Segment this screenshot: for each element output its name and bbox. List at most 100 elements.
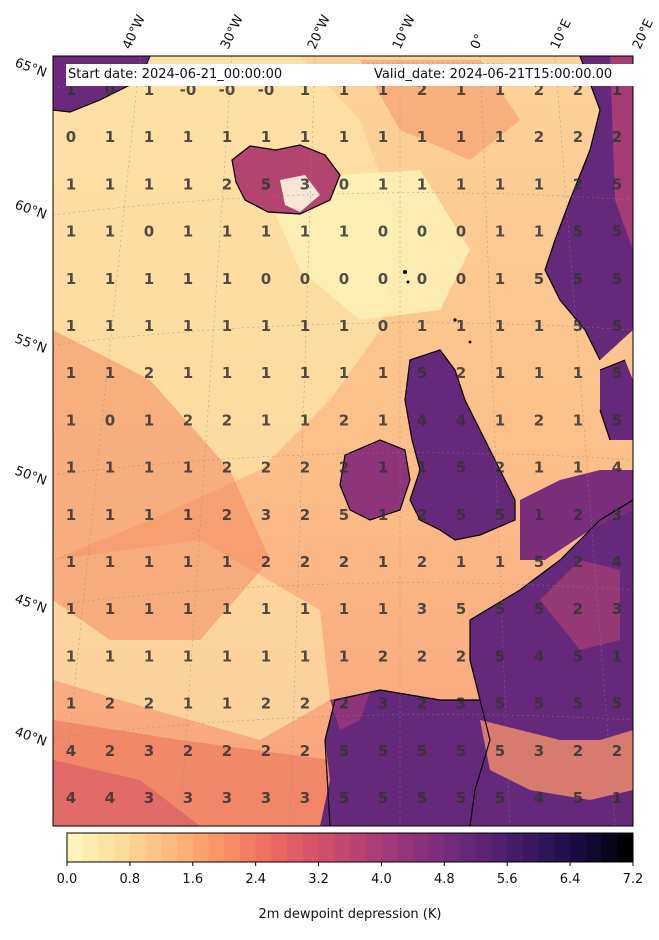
colorbar-tick-label: 0.0 xyxy=(56,872,78,887)
grid-value-label: 2 xyxy=(534,411,544,429)
grid-value-label: 4 xyxy=(612,459,622,477)
grid-value-label: 1 xyxy=(339,364,349,382)
colorbar-tick-label: 5.6 xyxy=(496,872,518,887)
grid-value-label: 1 xyxy=(339,600,349,618)
grid-value-label: 1 xyxy=(612,81,622,99)
grid-value-label: 5 xyxy=(456,742,466,760)
grid-value-label: 5 xyxy=(534,553,544,571)
grid-value-label: 0 xyxy=(378,223,388,241)
grid-value-label: 1 xyxy=(222,695,232,713)
grid-value-label: 1 xyxy=(261,647,271,665)
grid-value-label: 1 xyxy=(222,128,232,146)
grid-value-label: 1 xyxy=(573,459,583,477)
grid-value-label: 1 xyxy=(66,600,76,618)
grid-value-label: 2 xyxy=(534,128,544,146)
grid-value-label: 2 xyxy=(612,128,622,146)
lat-label-60n: 60°N xyxy=(13,198,49,223)
colorbar-title: 2m dewpoint depression (K) xyxy=(258,907,442,922)
grid-value-label: 1 xyxy=(105,600,115,618)
colorbar-segment xyxy=(318,833,335,862)
colorbar-segment xyxy=(617,833,634,862)
grid-value-label: 1 xyxy=(417,317,427,335)
colorbar-segment xyxy=(460,833,477,862)
grid-value-label: 1 xyxy=(534,317,544,335)
grid-value-label: 3 xyxy=(144,789,154,807)
grid-value-label: 5 xyxy=(456,600,466,618)
colorbar-segment xyxy=(82,833,99,862)
grid-value-label: 1 xyxy=(183,270,193,288)
grid-value-label: 1 xyxy=(339,81,349,99)
grid-value-label: 1 xyxy=(573,364,583,382)
grid-value-label: 2 xyxy=(261,742,271,760)
colorbar-tick-label: 6.4 xyxy=(559,872,581,887)
grid-value-label: 5 xyxy=(612,270,622,288)
grid-value-label: 4 xyxy=(66,742,76,760)
grid-value-label: 1 xyxy=(378,81,388,99)
grid-value-label: 1 xyxy=(222,600,232,618)
grid-value-label: 1 xyxy=(222,364,232,382)
header-box xyxy=(66,64,634,86)
grid-value-label: 2 xyxy=(300,506,310,524)
grid-value-label: 3 xyxy=(261,506,271,524)
grid-value-label: 5 xyxy=(612,175,622,193)
colorbar-segment xyxy=(302,833,320,862)
grid-value-label: 1 xyxy=(300,317,310,335)
grid-value-label: 1 xyxy=(612,647,622,665)
colorbar-tick-label: 3.2 xyxy=(308,872,329,887)
colorbar-segment xyxy=(554,833,571,862)
grid-value-label: 2 xyxy=(573,506,583,524)
grid-value-label: 5 xyxy=(378,789,388,807)
grid-value-label: 1 xyxy=(105,223,115,241)
grid-value-label: 1 xyxy=(105,128,115,146)
grid-value-label: 1 xyxy=(378,506,388,524)
grid-value-label: 3 xyxy=(417,600,427,618)
grid-value-label: 1 xyxy=(183,647,193,665)
grid-value-label: 1 xyxy=(456,81,466,99)
grid-value-label: 1 xyxy=(222,270,232,288)
lat-label-45n: 45°N xyxy=(13,592,49,617)
colorbar-segment xyxy=(412,833,430,862)
grid-value-label: 2 xyxy=(183,411,193,429)
grid-value-label: 1 xyxy=(534,364,544,382)
grid-value-label: 1 xyxy=(105,364,115,382)
grid-value-label: 1 xyxy=(495,364,505,382)
grid-value-label: 1 xyxy=(534,175,544,193)
colorbar-tick-label: 0.8 xyxy=(119,872,141,887)
grid-value-label: 1 xyxy=(66,411,76,429)
grid-value-label: 5 xyxy=(573,270,583,288)
colorbar-segment xyxy=(255,833,272,862)
colorbar-segment xyxy=(192,833,209,862)
grid-value-label: 3 xyxy=(378,695,388,713)
grid-value-label: 5 xyxy=(495,506,505,524)
grid-value-label: 1 xyxy=(183,695,193,713)
colorbar-segment xyxy=(585,833,603,862)
lon-label-10w: 10°W xyxy=(390,13,419,52)
colorbar-tick-label: 2.4 xyxy=(245,872,266,887)
grid-value-label: 1 xyxy=(261,364,271,382)
grid-value-label: 3 xyxy=(300,789,310,807)
grid-value-label: 1 xyxy=(183,223,193,241)
grid-value-label: 2 xyxy=(378,647,388,665)
colorbar-tick-label: 4.8 xyxy=(433,872,455,887)
colorbar-segment xyxy=(161,833,178,862)
colorbar-segment xyxy=(522,833,540,862)
colorbar-frame xyxy=(66,832,634,863)
grid-value-label: 2 xyxy=(222,411,232,429)
grid-value-label: 1 xyxy=(144,128,154,146)
grid-value-label: 1 xyxy=(183,175,193,193)
colorbar-segment xyxy=(491,833,508,862)
grid-value-label: 1 xyxy=(300,223,310,241)
grid-value-label: 2 xyxy=(105,742,115,760)
grid-value-label: 1 xyxy=(300,128,310,146)
grid-value-label: 2 xyxy=(339,459,349,477)
grid-value-label: 1 xyxy=(66,459,76,477)
grid-value-label: 1 xyxy=(183,364,193,382)
dewpoint-field xyxy=(53,56,633,826)
grid-value-label: 2 xyxy=(222,506,232,524)
grid-value-label: 1 xyxy=(105,553,115,571)
latitude-labels: 65°N 60°N 55°N 50°N 45°N 40°N xyxy=(13,56,49,750)
colorbar-segment xyxy=(428,833,445,862)
grid-value-label: 1 xyxy=(66,81,76,99)
grid-value-label: 5 xyxy=(456,506,466,524)
grid-value-label: 3 xyxy=(261,789,271,807)
